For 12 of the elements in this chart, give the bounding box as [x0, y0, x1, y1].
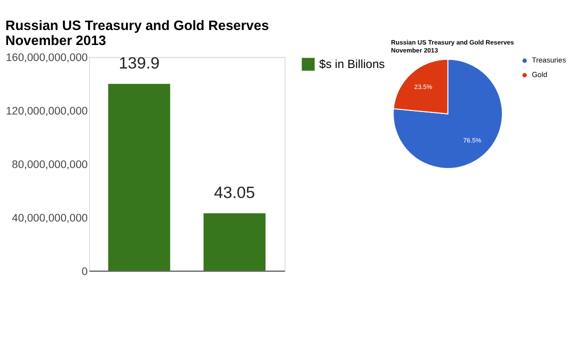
pie-slice: [392, 58, 503, 169]
y-tick-label: 80,000,000,000: [12, 158, 88, 171]
legend-label: $s in Billions: [319, 56, 385, 71]
y-tick-label: 40,000,000,000: [12, 212, 88, 224]
legend-label: Gold: [532, 70, 548, 80]
text: 43.05: [214, 184, 256, 202]
y-tick-label: 0: [82, 266, 88, 278]
chart-title: Russian US Treasury and Gold Reserves November 2013: [5, 18, 270, 48]
text: 139.9: [118, 54, 160, 72]
y-tick-label: 120,000,000,000: [6, 106, 88, 118]
legend-label: Treasuries: [532, 55, 566, 64]
y-tick-label: 160,000,000,000: [6, 52, 88, 64]
